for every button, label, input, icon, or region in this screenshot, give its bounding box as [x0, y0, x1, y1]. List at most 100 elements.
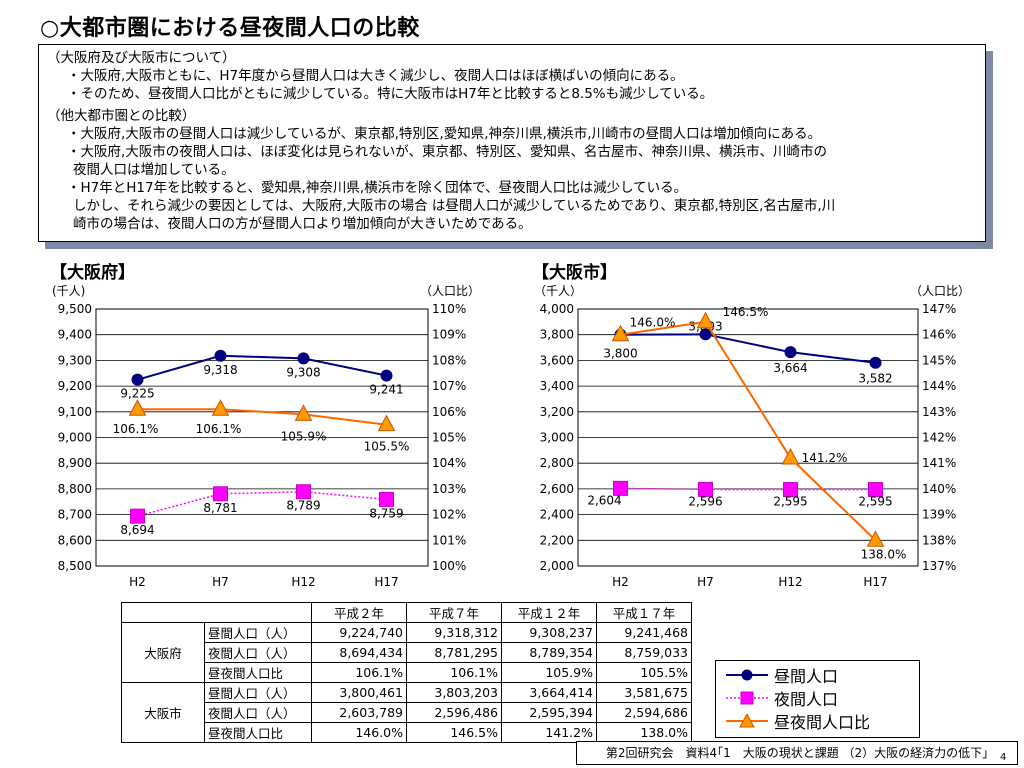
cell: 106.1%	[406, 662, 502, 683]
x-tick-label: H2	[129, 575, 146, 589]
cell: 105.5%	[596, 662, 692, 683]
data-label: 9,241	[369, 383, 403, 397]
osaka-pref-chart: (千人) （人口比） 9,500 110% 9,400 109% 9,300 108% 9,20…	[52, 284, 480, 589]
data-label: 8,781	[203, 501, 237, 515]
series-line	[620, 320, 877, 542]
legend-item: 昼間人口	[724, 664, 838, 686]
left-tick-label: 9,100	[58, 405, 92, 419]
data-point	[211, 399, 230, 416]
note-heading: （大阪府及び大阪市について）	[47, 50, 236, 66]
note-bullet-cont: しかし、それら減少の要因としては、大阪府,大阪市の場合 は昼間人口が減少している…	[73, 198, 836, 214]
table-header: 平成１７年	[596, 602, 692, 623]
legend-item: 夜間人口	[724, 687, 838, 709]
right-tick-label: 102%	[432, 508, 466, 522]
right-tick-label: 147%	[922, 302, 956, 316]
right-tick-label: 144%	[922, 379, 956, 393]
left-tick-label: 2,200	[540, 533, 574, 547]
row-label: 夜間人口（人）	[204, 642, 312, 663]
data-label: 146.0%	[630, 316, 676, 330]
table-header: 平成７年	[406, 602, 502, 623]
slide-number: 4	[1000, 752, 1007, 763]
data-point	[784, 346, 797, 359]
left-axis-unit: （千人）	[534, 284, 582, 298]
row-label: 昼間人口（人）	[204, 622, 312, 643]
data-point	[297, 352, 310, 365]
data-label: 146.5%	[723, 305, 769, 319]
left-tick-label: 4,000	[540, 302, 574, 316]
data-point	[213, 486, 228, 502]
data-point	[698, 481, 713, 497]
data-point	[296, 484, 311, 500]
notes-box: （大阪府及び大阪市について） ・大阪府,大阪市ともに、H7年度から昼間人口は大き…	[38, 44, 986, 242]
right-tick-label: 137%	[922, 559, 956, 573]
data-label: 9,318	[203, 363, 237, 377]
cell: 9,224,740	[311, 622, 407, 643]
right-tick-label: 145%	[922, 353, 956, 367]
data-table: 平成２年 平成７年 平成１２年 平成１７年 大阪府 昼間人口（人） 9,224,…	[121, 602, 692, 743]
data-point	[699, 328, 712, 341]
data-label: 2,595	[858, 495, 892, 509]
data-label: 9,225	[120, 387, 154, 401]
cell: 3,581,675	[596, 682, 692, 703]
data-label: 141.2%	[802, 451, 848, 465]
legend-label: 昼間人口	[774, 667, 839, 686]
right-tick-label: 105%	[432, 431, 466, 445]
data-label: 9,308	[286, 365, 320, 379]
left-tick-label: 3,200	[540, 405, 574, 419]
data-point	[783, 482, 798, 498]
osaka-city-label: 【大阪市】	[532, 263, 617, 283]
data-point	[128, 399, 147, 416]
legend-label: 昼夜間人口比	[774, 713, 871, 732]
cell: 8,694,434	[311, 642, 407, 663]
left-tick-label: 2,800	[540, 456, 574, 470]
series-line	[137, 408, 387, 426]
data-label: 106.1%	[113, 422, 159, 436]
right-tick-label: 101%	[432, 533, 466, 547]
data-label: 138.0%	[861, 547, 907, 561]
data-point	[214, 349, 227, 362]
left-tick-label: 3,800	[540, 328, 574, 342]
left-tick-label: 8,500	[58, 559, 92, 573]
row-label: 昼夜間人口比	[204, 722, 312, 743]
series-line	[620, 487, 876, 491]
left-tick-label: 9,500	[58, 302, 92, 316]
data-point	[866, 530, 885, 547]
footer: 第2回研究会 資料4｢1 大阪の現状と課題 （2）大阪の経済力の低下｣	[576, 741, 1018, 765]
data-point	[380, 369, 393, 382]
cell: 2,596,486	[406, 702, 502, 723]
cell: 2,603,789	[311, 702, 407, 723]
cell: 8,789,354	[501, 642, 597, 663]
x-tick-label: H7	[697, 575, 714, 589]
right-tick-label: 100%	[432, 559, 466, 573]
data-label: 105.9%	[281, 429, 327, 443]
note-bullet: ・H7年とH17年を比較すると、愛知県,神奈川県,横浜市を除く団体で、昼夜間人口…	[67, 180, 688, 196]
data-point	[781, 447, 800, 465]
right-tick-label: 138%	[922, 533, 956, 547]
cell: 138.0%	[596, 722, 692, 743]
cell: 2,594,686	[596, 702, 692, 723]
cell: 146.5%	[406, 722, 502, 743]
right-tick-label: 141%	[922, 456, 956, 470]
note-bullet-cont: 夜間人口は増加している。	[73, 162, 235, 178]
left-tick-label: 2,000	[540, 559, 574, 573]
left-tick-label: 3,600	[540, 353, 574, 367]
cell: 9,308,237	[501, 622, 597, 643]
cell: 9,241,468	[596, 622, 692, 643]
data-label: 8,789	[286, 499, 320, 513]
table-header-row: 平成２年 平成７年 平成１２年 平成１７年	[121, 602, 692, 623]
legend-item: 昼夜間人口比	[724, 710, 870, 732]
left-axis-unit: (千人)	[52, 284, 85, 298]
x-tick-label: H2	[612, 575, 629, 589]
legend-label: 夜間人口	[774, 690, 839, 709]
data-point	[868, 482, 883, 498]
right-tick-label: 110%	[432, 302, 466, 316]
data-label: 106.1%	[196, 422, 242, 436]
cell: 3,664,414	[501, 682, 597, 703]
left-tick-label: 8,800	[58, 482, 92, 496]
right-tick-label: 106%	[432, 405, 466, 419]
data-label: 3,800	[603, 347, 637, 361]
right-axis-unit: （人口比）	[420, 284, 480, 298]
series-line	[620, 333, 876, 364]
data-label: 3,664	[773, 361, 807, 375]
cell: 9,318,312	[406, 622, 502, 643]
